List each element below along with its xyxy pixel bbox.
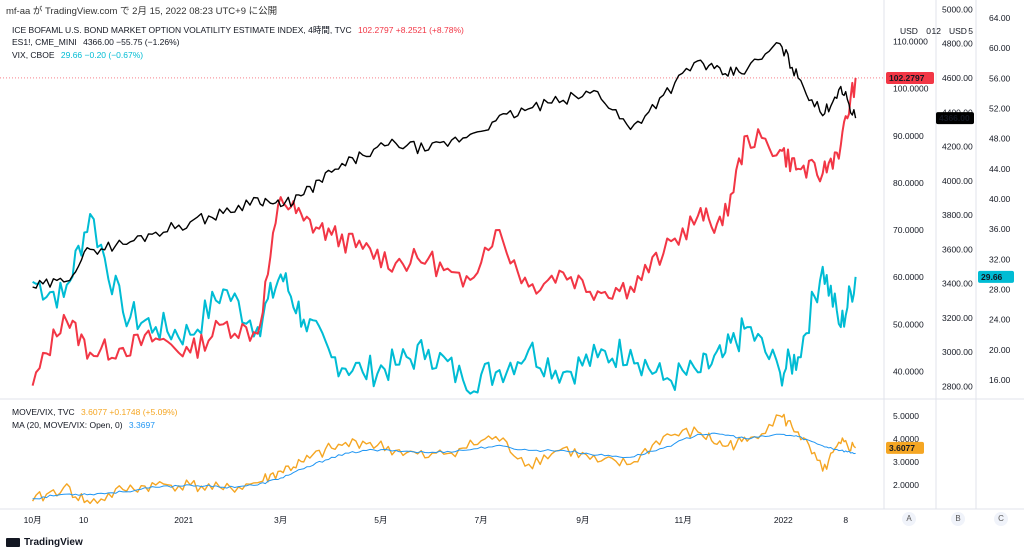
right-axis-tick-10: 56.00	[989, 73, 1011, 83]
es-series-line	[32, 42, 857, 289]
middle-axis-tick-5: 3800.00	[942, 210, 973, 220]
right-axis-tick-8: 48.00	[989, 134, 1011, 144]
x-axis-tick-3: 3月	[274, 515, 287, 525]
right-axis-tick-5: 36.00	[989, 224, 1011, 234]
middle-axis-tick-2: 3200.00	[942, 313, 973, 323]
legend-es[interactable]: ES1!, CME_MINI 4366.00 −55.75 (−1.26%)	[12, 37, 180, 47]
vix-series-line	[32, 213, 857, 395]
vix-price-tag: 29.66	[981, 272, 1003, 282]
left-axis-tick-2: 60.0000	[893, 272, 924, 282]
middle-axis-tick-3: 3400.00	[942, 279, 973, 289]
right-axis-tick-11: 60.00	[989, 43, 1011, 53]
x-axis-tick-0: 10月	[24, 515, 42, 525]
right-axis-tick-7: 44.00	[989, 164, 1011, 174]
right-axis-tick-3: 28.00	[989, 284, 1011, 294]
axis-header-usd-a: USD	[900, 26, 918, 36]
middle-axis-tick-1: 3000.00	[942, 347, 973, 357]
scale-button-c[interactable]: C	[994, 512, 1008, 526]
left-axis-tick-6: 100.0000	[893, 84, 929, 94]
x-axis-tick-8: 2022	[774, 515, 793, 525]
ratio-price-tag: 3.6077	[889, 443, 915, 453]
middle-axis-tick-7: 4200.00	[942, 142, 973, 152]
x-axis-tick-6: 9月	[576, 515, 589, 525]
scale-button-b[interactable]: B	[951, 512, 965, 526]
x-axis-tick-4: 5月	[374, 515, 387, 525]
middle-axis-tick-4: 3600.00	[942, 244, 973, 254]
legend-move-value: 102.2797 +8.2521 (+8.78%)	[357, 25, 464, 35]
middle-axis-tick-6: 4000.00	[942, 176, 973, 186]
left-axis-tick-4: 80.0000	[893, 178, 924, 188]
right-axis-tick-9: 52.00	[989, 103, 1011, 113]
middle-axis-tick-11: 5000.00	[942, 4, 973, 14]
x-axis-tick-5: 7月	[474, 515, 487, 525]
x-axis-tick-9: 8	[843, 515, 848, 525]
legend-ma-value: 3.3697	[128, 420, 155, 430]
right-axis-tick-2: 24.00	[989, 315, 1011, 325]
right-axis-tick-6: 40.00	[989, 194, 1011, 204]
lower-axis-tick-2: 4.0000	[893, 434, 919, 444]
middle-axis-tick-10: 4800.00	[942, 39, 973, 49]
right-axis-tick-0: 16.00	[989, 375, 1011, 385]
x-axis-tick-7: 11月	[674, 515, 691, 525]
ratio-series-line	[31, 413, 857, 505]
right-axis-tick-4: 32.00	[989, 254, 1011, 264]
left-axis-tick-0: 40.0000	[893, 366, 924, 376]
left-axis-tick-1: 50.0000	[893, 319, 924, 329]
es-price-tag-bg	[936, 112, 974, 125]
tradingview-logo-icon	[6, 538, 20, 547]
x-axis-tick-2: 2021	[174, 515, 193, 525]
lower-axis-tick-3: 5.0000	[893, 411, 919, 421]
axis-header-c-suffix: 0	[926, 26, 931, 36]
axis-header-b-suffix: 5	[968, 26, 973, 36]
legend-ma[interactable]: MA (20, MOVE/VIX: Open, 0) 3.3697	[12, 420, 155, 430]
right-axis-tick-1: 20.00	[989, 345, 1011, 355]
legend-es-label: ES1!, CME_MINI	[12, 37, 77, 47]
legend-ratio[interactable]: MOVE/VIX, TVC 3.6077 +0.1748 (+5.09%)	[12, 407, 177, 417]
legend-move-label: ICE BOFAML U.S. BOND MARKET OPTION VOLAT…	[12, 25, 352, 35]
left-axis-tick-5: 90.0000	[893, 131, 924, 141]
footer-label: TradingView	[24, 537, 83, 548]
legend-ratio-label: MOVE/VIX, TVC	[12, 407, 75, 417]
attribution: mf-aa が TradingView.com で 2月 15, 2022 08…	[6, 6, 278, 17]
move-series-line	[31, 77, 857, 386]
legend-vix-value: 29.66 −0.20 (−0.67%)	[60, 50, 144, 60]
legend-es-value: 4366.00 −55.75 (−1.26%)	[83, 37, 180, 47]
left-axis-tick-7: 110.0000	[893, 37, 928, 47]
move-price-tag-bg	[886, 71, 934, 84]
move-price-tag: 102.2797	[889, 73, 925, 83]
right-axis-tick-12: 64.00	[989, 13, 1011, 23]
legend-ratio-value: 3.6077 +0.1748 (+5.09%)	[81, 407, 178, 417]
middle-axis-tick-0: 2800.00	[942, 381, 973, 391]
legend-move[interactable]: ICE BOFAML U.S. BOND MARKET OPTION VOLAT…	[12, 24, 464, 36]
ma-series-line	[32, 432, 856, 500]
middle-axis-tick-9: 4600.00	[942, 73, 973, 83]
x-axis-tick-1: 10	[79, 515, 89, 525]
vix-price-tag-bg	[978, 270, 1014, 283]
es-price-tag: 4366.00	[939, 113, 970, 123]
legend-ma-label: MA (20, MOVE/VIX: Open, 0)	[12, 420, 123, 430]
axis-header-usd-b: USD	[949, 26, 967, 36]
axis-header-a-suffix: 12	[932, 26, 942, 36]
lower-axis-tick-1: 3.0000	[893, 457, 919, 467]
lower-axis-tick-0: 2.0000	[893, 480, 919, 490]
ratio-price-tag-bg	[886, 441, 924, 454]
legend-vix[interactable]: VIX, CBOE 29.66 −0.20 (−0.67%)	[12, 50, 143, 60]
footer-brand[interactable]: TradingView	[6, 537, 83, 548]
scale-button-a[interactable]: A	[902, 512, 916, 526]
legend-vix-label: VIX, CBOE	[12, 50, 55, 60]
left-axis-tick-3: 70.0000	[893, 225, 924, 235]
